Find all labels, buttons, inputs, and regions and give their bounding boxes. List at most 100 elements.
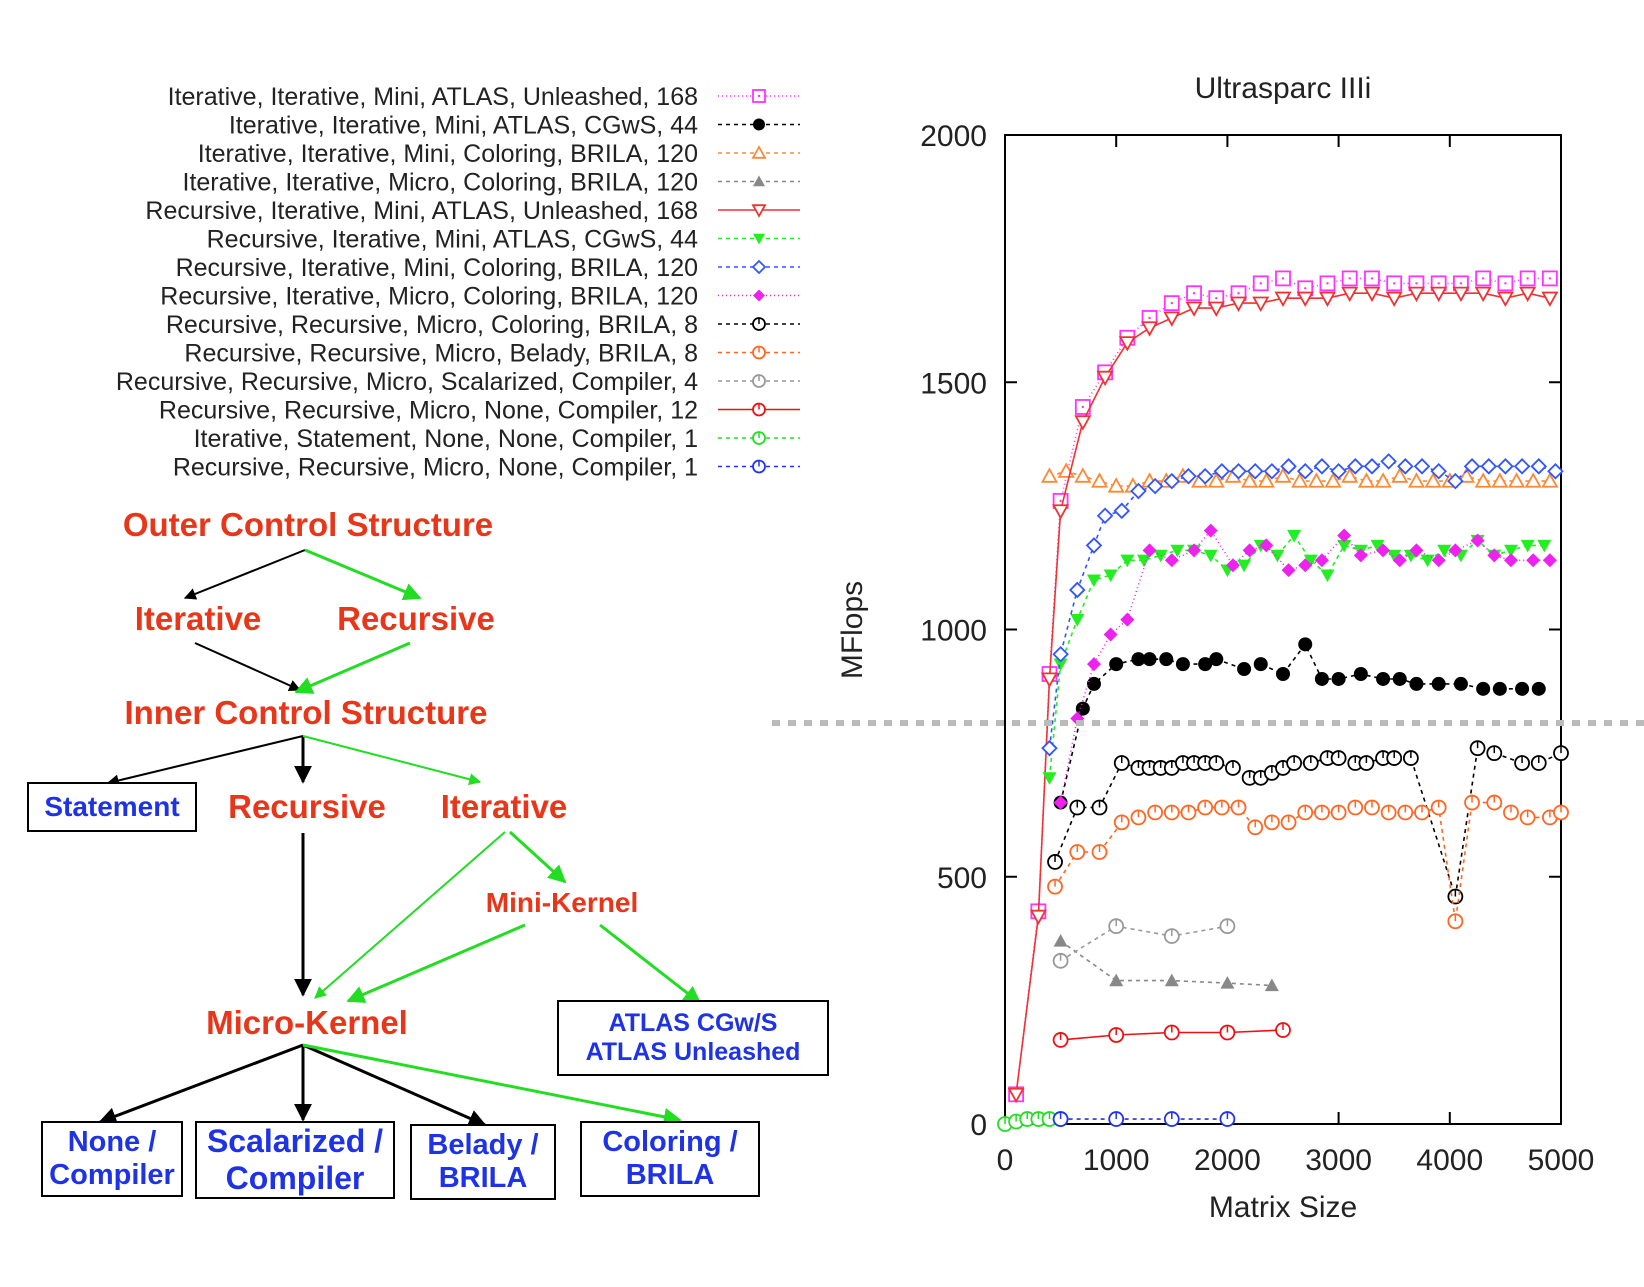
x-tick-label: 5000 [1528,1144,1595,1177]
x-axis-label: Matrix Size [1209,1191,1357,1224]
legend-item: Iterative, Iterative, Mini, Coloring, BR… [198,140,800,168]
data-point [1452,286,1470,303]
data-point [1503,544,1518,558]
data-point [1287,529,1302,543]
legend-marker [753,233,765,245]
data-point [1363,286,1381,303]
data-point [1380,453,1397,470]
legend-marker [751,145,767,159]
data-point [1542,553,1557,568]
y-tick-label: 2000 [920,120,987,153]
none-compiler-box: None / Compiler [41,1121,183,1197]
data-point [1431,676,1446,691]
data-point [1476,681,1491,696]
data-point [1109,657,1124,672]
inner-control-structure-label: Inner Control Structure [124,694,487,731]
legend-label: Recursive, Iterative, Micro, Coloring, B… [160,283,698,311]
data-point-dot [1170,301,1174,305]
data-point-dot [1393,282,1396,285]
data-point [1491,472,1509,488]
data-point [1392,671,1407,686]
data-point [1137,554,1151,568]
atlas-box: ATLAS CGw/S ATLAS Unleashed [557,1000,829,1076]
data-point [1341,286,1359,303]
arrow-iterative-to-micro [314,831,506,999]
series-recursive-recursive-micro-none-compiler-1 [1052,1111,1236,1127]
data-point [1259,538,1274,553]
legend-label: Iterative, Iterative, Mini, ATLAS, Unlea… [168,83,698,111]
data-point [1257,472,1275,488]
x-tick-label: 3000 [1305,1144,1372,1177]
data-point-dot [1215,296,1218,300]
series-line [1060,940,1272,987]
legend-item: Recursive, Iterative, Micro, Coloring, B… [160,283,800,311]
scalarized-compiler-box: Scalarized / Compiler [195,1121,395,1199]
data-point [1363,458,1381,475]
series-recursive-recursive-micro-coloring-brila-8 [1047,740,1569,905]
data-point [1492,681,1507,696]
data-point [1096,507,1114,525]
scalarized-label: Scalarized / [206,1123,384,1160]
series-line [1054,747,1562,897]
outer-iterative-label: Iterative [135,600,262,637]
legend-item: Recursive, Recursive, Micro, None, Compi… [173,454,800,482]
data-point [1040,467,1059,483]
data-point [1103,627,1118,642]
data-point [1387,549,1402,563]
data-point-dot [1459,282,1463,285]
data-point [1430,286,1448,303]
data-point [1407,286,1425,303]
outer-recursive-label: Recursive [337,600,495,637]
data-point [1007,1087,1025,1104]
data-point-dot [1304,287,1307,290]
data-point [1296,462,1314,480]
data-point [1298,558,1313,573]
data-point [1074,467,1092,483]
data-point [1246,462,1264,480]
legend-label: Recursive, Recursive, Micro, Belady, BRI… [184,340,698,368]
data-point [1507,472,1526,488]
data-point [1042,772,1057,785]
data-point-dot [1526,277,1529,280]
data-point [1113,502,1131,520]
data-point [1180,467,1197,485]
data-point-dot [1148,316,1151,320]
legend-label: Iterative, Statement, None, None, Compil… [194,425,698,453]
data-point [1531,681,1546,696]
data-point-dot [1481,277,1485,280]
data-point [1526,553,1541,568]
x-tick-label: 0 [997,1144,1014,1177]
series-recursive-iterative-mini-atlas-unleashed-168 [1007,286,1559,1104]
data-point [1237,559,1252,573]
data-point [1357,472,1375,488]
legend-label: Recursive, Iterative, Mini, ATLAS, Unlea… [145,197,698,225]
data-point [1318,291,1337,308]
arrow-iterative-to-mini [508,830,567,884]
data-point [1530,458,1548,475]
data-point [1447,472,1464,490]
legend-label: Recursive, Iterative, Mini, ATLAS, CGwS,… [207,226,698,254]
data-point [1196,467,1214,485]
data-point [1376,543,1391,558]
data-point [1320,569,1335,583]
atlas-cgws-label: ATLAS CGw/S [608,1009,778,1038]
data-point [1370,539,1385,553]
data-point [1198,657,1213,672]
data-point [1291,472,1309,488]
arrow-mini-to-atlas [599,923,702,1005]
arrow-micro-to-none [98,1043,304,1125]
data-point [1237,662,1252,677]
y-tick-label: 1500 [920,367,987,400]
data-point [1341,467,1359,483]
legend-item: Recursive, Recursive, Micro, None, Compi… [159,397,800,425]
data-point [1146,477,1164,495]
series-line [1054,801,1562,922]
data-point [1090,472,1109,488]
series-recursive-recursive-micro-none-compiler-12 [1052,1022,1291,1048]
data-point [1274,467,1292,483]
y-tick-label: 0 [970,1109,987,1142]
legend-item: Recursive, Iterative, Mini, ATLAS, Unlea… [145,197,800,225]
arrow-outer-to-iterative [183,549,306,600]
outer-control-structure-label: Outer Control Structure [123,506,493,543]
legend-item: Recursive, Iterative, Mini, ATLAS, CGwS,… [207,226,800,254]
